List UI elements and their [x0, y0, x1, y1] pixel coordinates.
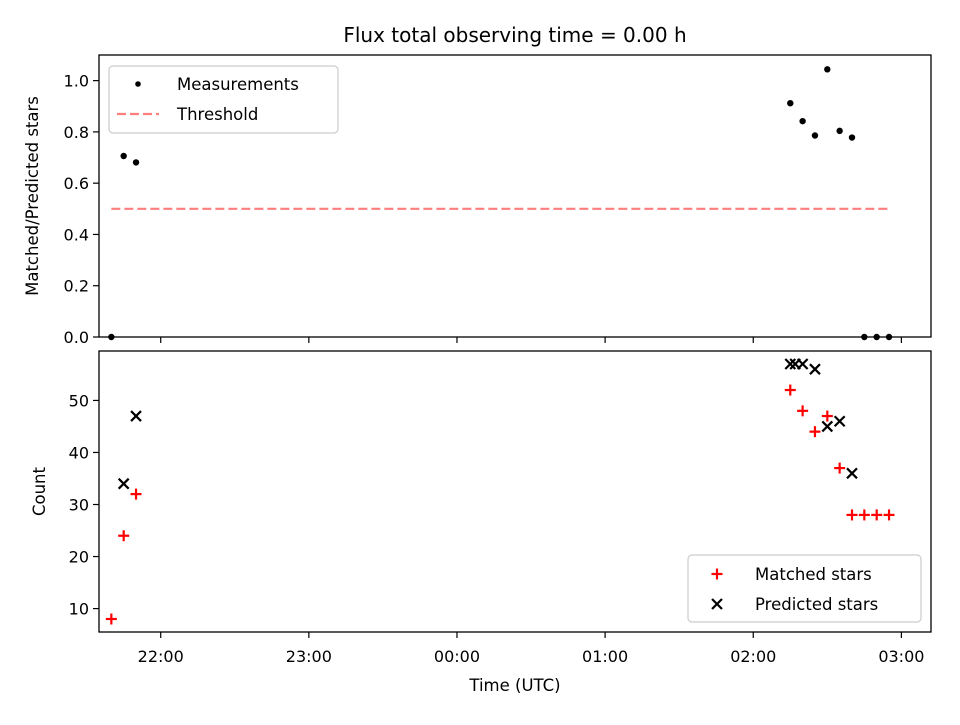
data-point [871, 509, 883, 521]
data-point [130, 488, 142, 500]
legend-marker-measurements [135, 81, 141, 87]
data-point [846, 509, 858, 521]
data-point [821, 420, 834, 433]
legend-box [108, 65, 339, 134]
data-point [883, 509, 895, 521]
data-point [809, 363, 821, 375]
y-tick-label: 0.8 [64, 123, 89, 142]
data-point [784, 358, 797, 370]
data-point [118, 530, 130, 542]
data-point [858, 509, 870, 521]
plot-frame [98, 350, 932, 633]
x-tick-label: 01:00 [582, 647, 628, 666]
y-tick-label: 30 [69, 496, 89, 515]
legend-label-measurements: Measurements [177, 75, 299, 94]
legend-label-predicted: Predicted stars [755, 595, 878, 614]
plot-frame [98, 54, 932, 338]
y-tick-label: 50 [69, 391, 89, 410]
x-tick-label: 02:00 [730, 647, 776, 666]
y-axis: 0.0 0.2 0.4 0.6 0.8 1.0 [64, 72, 99, 347]
legend-label-threshold: Threshold [176, 105, 258, 124]
y-tick-label: 0.2 [64, 277, 89, 296]
series-matched-stars [105, 384, 895, 625]
data-point [833, 415, 846, 428]
x-tick-label: 03:00 [878, 647, 924, 666]
y-tick-label: 0.6 [64, 174, 89, 193]
legend: Matched stars Predicted stars [687, 554, 922, 623]
x-axis [160, 337, 902, 343]
y-axis: 10 20 30 40 50 [69, 391, 99, 619]
data-point [787, 99, 794, 107]
data-point [811, 132, 819, 139]
data-point [120, 152, 127, 160]
data-point [799, 117, 806, 125]
data-point [130, 410, 142, 422]
y-tick-label: 1.0 [64, 72, 89, 91]
y-tick-label: 10 [69, 600, 89, 619]
panel-1: Flux total observing time = 0.00 h 0.0 0.2… [23, 23, 932, 347]
legend-box [687, 554, 922, 623]
data-point [784, 384, 796, 396]
panel-2: 10 20 30 40 50 Count 22:00 23:00 00:00 01:00 02:00… [30, 350, 932, 695]
data-point [809, 426, 821, 438]
data-point [797, 405, 809, 417]
x-axis: 22:00 23:00 00:00 01:00 02:00 03:00 [138, 632, 924, 666]
data-point [848, 134, 856, 141]
y-tick-label: 0.4 [64, 225, 89, 244]
y-axis-label: Count [30, 466, 49, 516]
y-axis-label: Matched/Predicted stars [23, 96, 42, 296]
legend-marker-predicted [711, 598, 723, 610]
data-point [821, 410, 833, 422]
legend: Measurements Threshold [108, 65, 339, 134]
data-point [824, 66, 831, 73]
data-point [836, 127, 843, 135]
series-measurements [108, 66, 893, 341]
data-point [117, 477, 130, 490]
y-tick-label: 0.0 [64, 328, 89, 347]
x-axis-label: Time (UTC) [468, 676, 560, 695]
data-point [796, 358, 809, 370]
data-point [105, 613, 117, 625]
series-predicted-stars [117, 358, 858, 490]
legend-marker-matched [711, 568, 723, 580]
y-tick-label: 40 [69, 443, 89, 462]
y-tick-label: 20 [69, 548, 89, 567]
x-tick-label: 22:00 [138, 647, 184, 666]
data-point [834, 462, 846, 474]
data-point [132, 159, 140, 166]
legend-label-matched: Matched stars [755, 565, 872, 584]
data-point [846, 467, 858, 480]
x-tick-label: 00:00 [434, 647, 480, 666]
x-tick-label: 23:00 [286, 647, 332, 666]
chart-title: Flux total observing time = 0.00 h [343, 23, 686, 47]
